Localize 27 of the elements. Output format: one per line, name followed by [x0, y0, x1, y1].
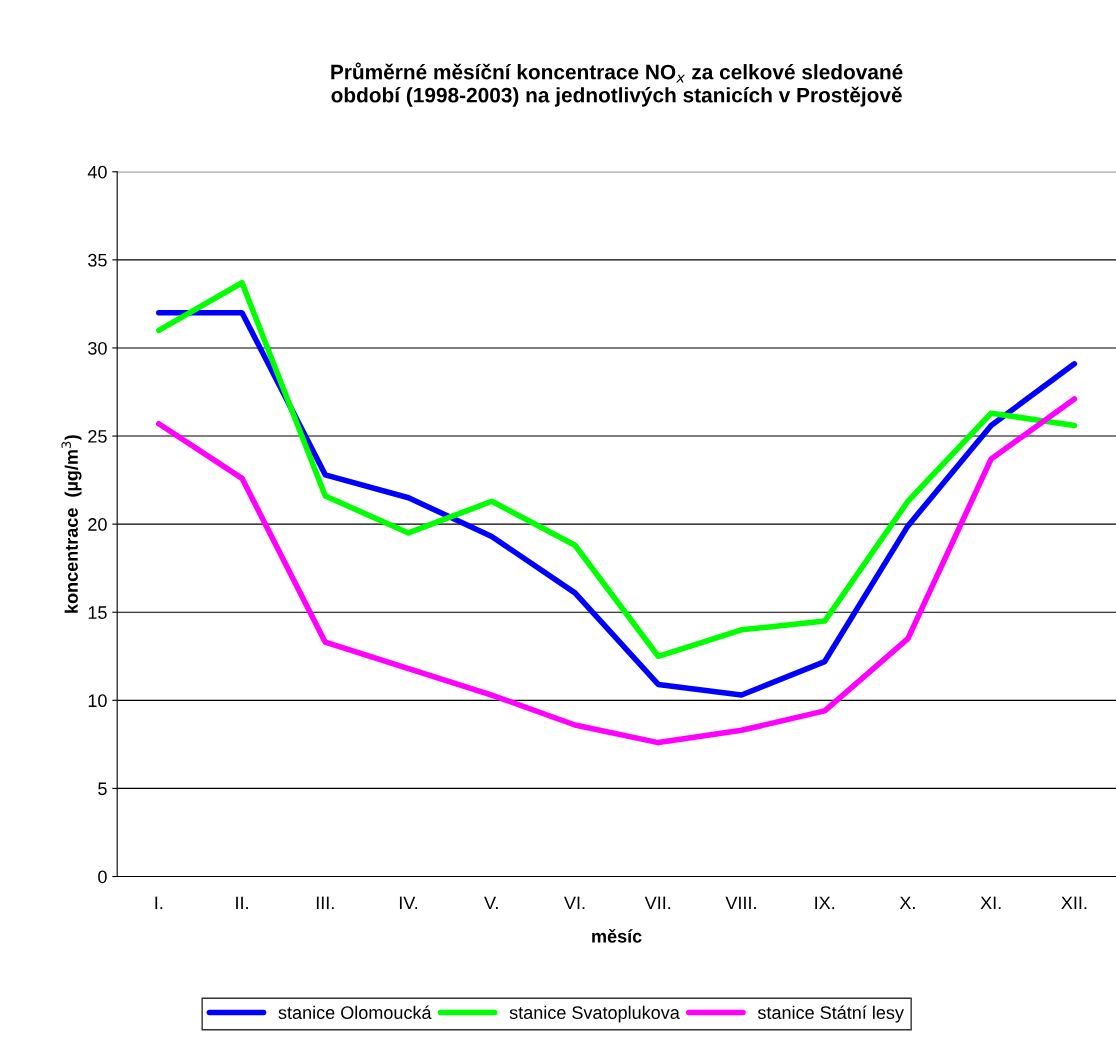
- y-axis-title: koncentrace (µg/m$^{3}$): [61, 435, 82, 613]
- x-tick-label: II.: [236, 896, 248, 910]
- legend-label: stanice Svatoplukova: [509, 1005, 680, 1023]
- x-tick-label: III.: [316, 896, 334, 910]
- y-tick-label: 15: [88, 606, 107, 619]
- x-tick-label: I.: [155, 896, 163, 910]
- y-tick-label: 25: [88, 429, 107, 443]
- y-tick-label: 35: [88, 253, 107, 267]
- y-tick-label: 10: [88, 694, 107, 708]
- x-tick-label: XI.: [980, 896, 1001, 910]
- legend-label: stanice Olomoucká: [278, 1005, 432, 1020]
- x-tick-label: V.: [484, 896, 498, 910]
- y-tick-label: 30: [88, 341, 107, 355]
- y-tick-label: 20: [88, 518, 107, 531]
- y-tick-label: 5: [98, 782, 107, 796]
- x-tick-label: IV.: [399, 896, 418, 910]
- x-axis-title: měsíc: [592, 929, 642, 943]
- x-tick-label: VIII.: [725, 896, 756, 910]
- legend-label: stanice Státní lesy: [757, 1005, 904, 1023]
- y-tick-label: 0: [98, 870, 107, 884]
- y-tick-label: 40: [87, 165, 107, 179]
- x-tick-label: IX.: [815, 896, 835, 910]
- x-tick-label: XII.: [1061, 896, 1087, 910]
- chart-title: Průměrné měsíční koncentrace NO$_{x}$ za celkové sledované období (1998-2003) na jednotlivých stanicích v Prostějově: [331, 62, 903, 107]
- x-tick-label: VI.: [564, 896, 585, 910]
- x-tick-label: VII.: [644, 896, 671, 910]
- x-tick-label: X.: [899, 896, 915, 910]
